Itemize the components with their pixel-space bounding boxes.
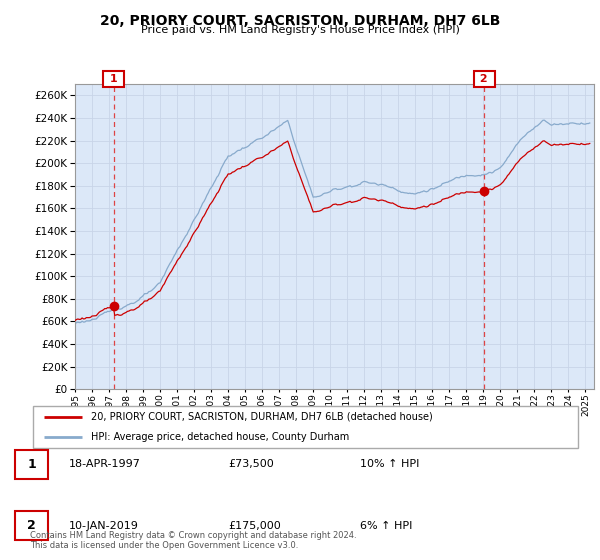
- Text: Contains HM Land Registry data © Crown copyright and database right 2024.
This d: Contains HM Land Registry data © Crown c…: [30, 530, 356, 550]
- Text: 18-APR-1997: 18-APR-1997: [69, 459, 141, 469]
- Text: 6% ↑ HPI: 6% ↑ HPI: [360, 521, 412, 531]
- Text: 20, PRIORY COURT, SACRISTON, DURHAM, DH7 6LB (detached house): 20, PRIORY COURT, SACRISTON, DURHAM, DH7…: [91, 412, 433, 422]
- Text: 2: 2: [476, 74, 492, 84]
- Text: 1: 1: [106, 74, 122, 84]
- Text: Price paid vs. HM Land Registry's House Price Index (HPI): Price paid vs. HM Land Registry's House …: [140, 25, 460, 35]
- Text: 1: 1: [27, 458, 36, 471]
- Text: 10% ↑ HPI: 10% ↑ HPI: [360, 459, 419, 469]
- Text: HPI: Average price, detached house, County Durham: HPI: Average price, detached house, Coun…: [91, 432, 349, 442]
- Text: £73,500: £73,500: [228, 459, 274, 469]
- FancyBboxPatch shape: [33, 405, 578, 449]
- Text: 10-JAN-2019: 10-JAN-2019: [69, 521, 139, 531]
- Text: 20, PRIORY COURT, SACRISTON, DURHAM, DH7 6LB: 20, PRIORY COURT, SACRISTON, DURHAM, DH7…: [100, 14, 500, 28]
- Text: £175,000: £175,000: [228, 521, 281, 531]
- Text: 2: 2: [27, 519, 36, 533]
